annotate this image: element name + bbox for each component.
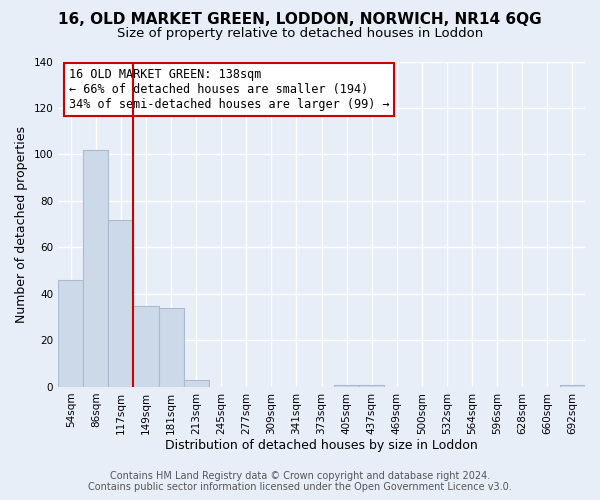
Bar [133, 306, 158, 387]
Y-axis label: Number of detached properties: Number of detached properties [15, 126, 28, 322]
Text: Contains HM Land Registry data © Crown copyright and database right 2024.
Contai: Contains HM Land Registry data © Crown c… [88, 471, 512, 492]
Bar [158, 308, 184, 387]
Bar [359, 384, 385, 387]
Text: 16 OLD MARKET GREEN: 138sqm
← 66% of detached houses are smaller (194)
34% of se: 16 OLD MARKET GREEN: 138sqm ← 66% of det… [69, 68, 389, 111]
Bar [334, 384, 359, 387]
Bar [560, 384, 585, 387]
Text: Size of property relative to detached houses in Loddon: Size of property relative to detached ho… [117, 28, 483, 40]
X-axis label: Distribution of detached houses by size in Loddon: Distribution of detached houses by size … [165, 440, 478, 452]
Text: 16, OLD MARKET GREEN, LODDON, NORWICH, NR14 6QG: 16, OLD MARKET GREEN, LODDON, NORWICH, N… [58, 12, 542, 28]
Bar [109, 220, 133, 387]
Bar [184, 380, 209, 387]
Bar [58, 280, 83, 387]
Bar [83, 150, 109, 387]
